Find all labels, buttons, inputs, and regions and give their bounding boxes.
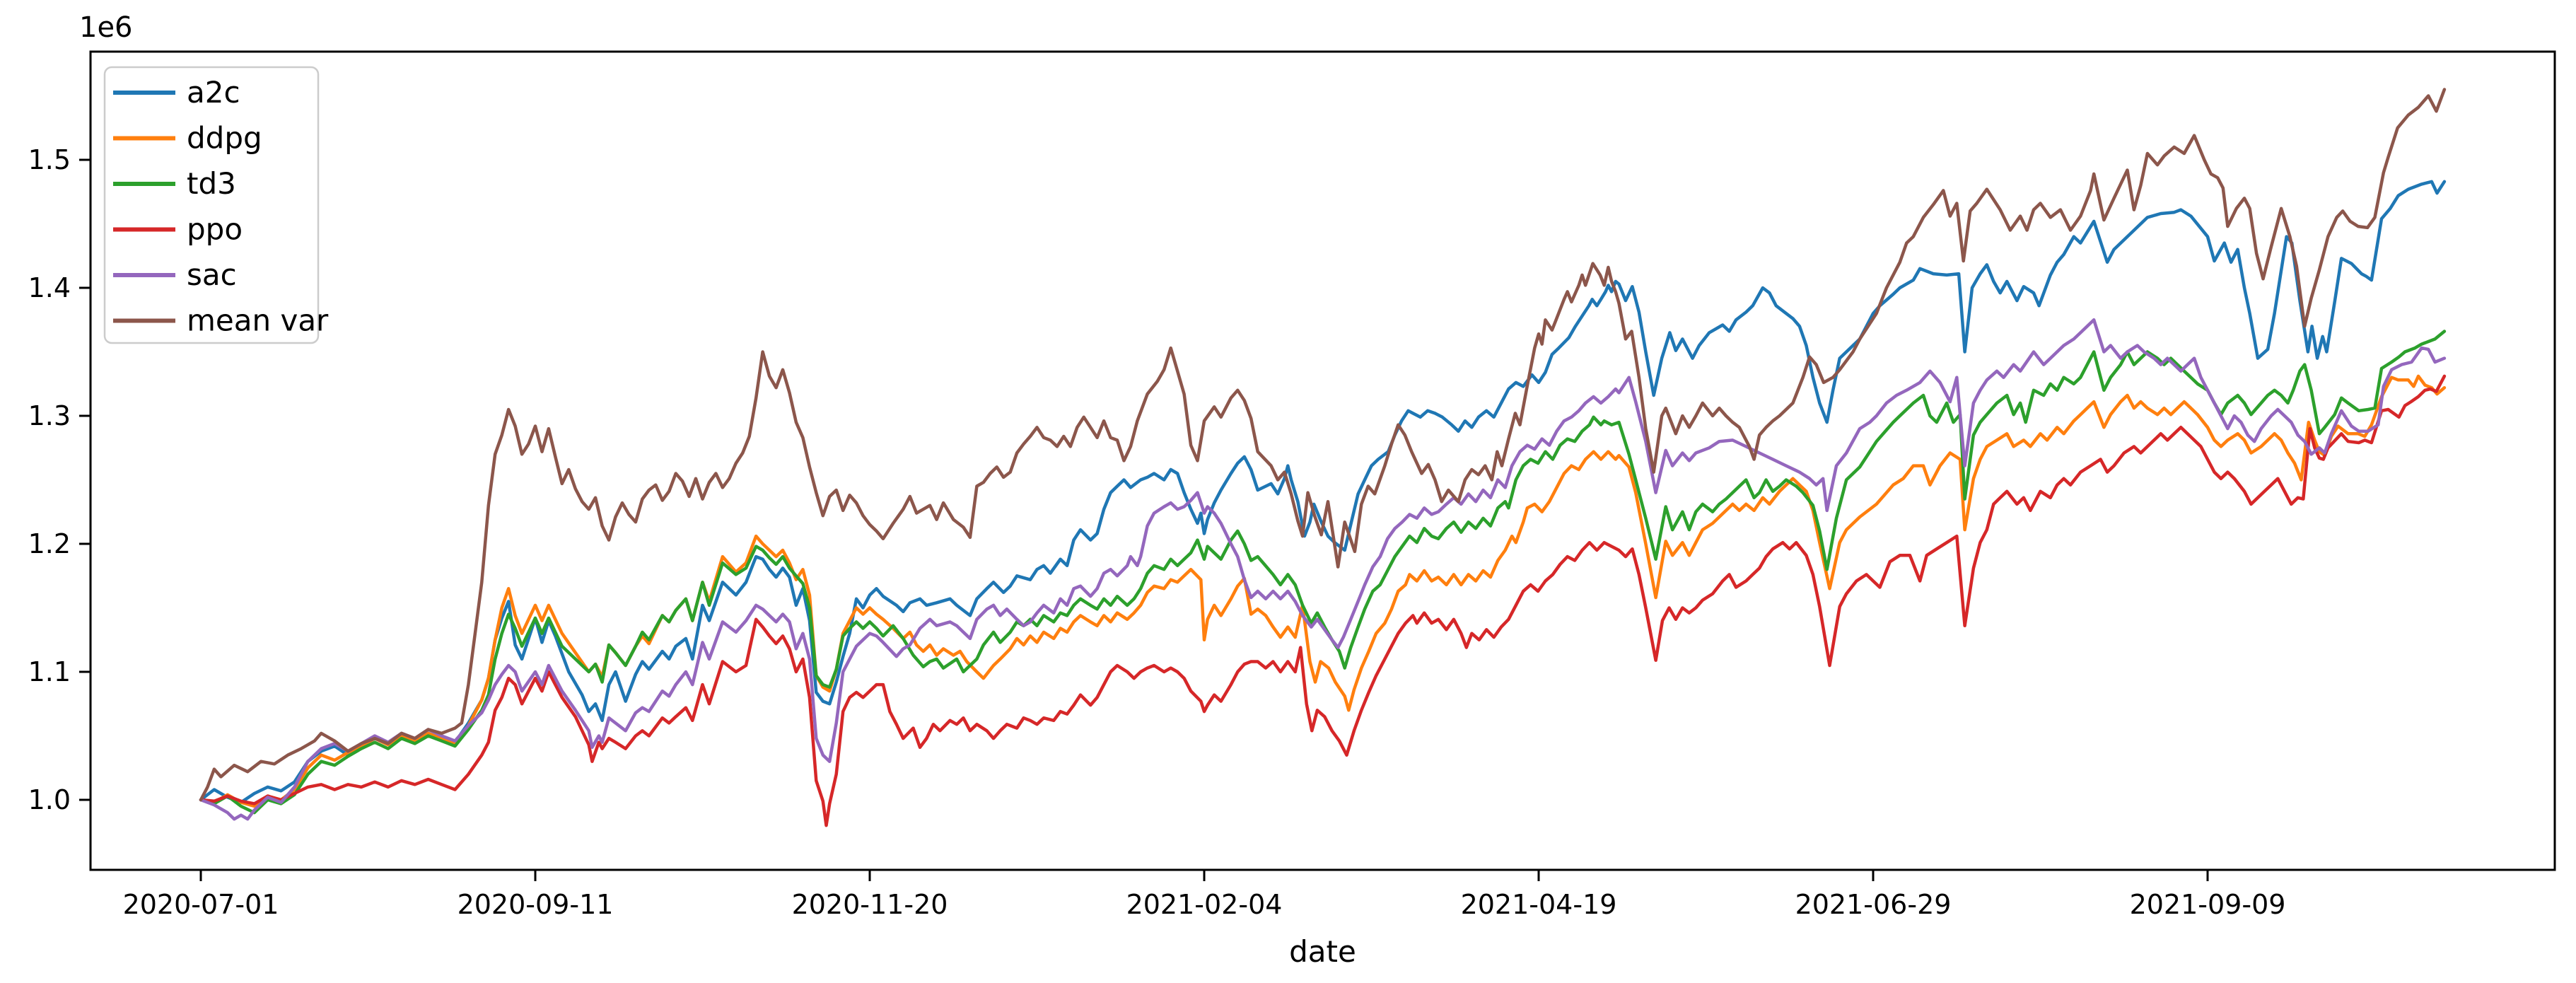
series-line-a2c [199, 180, 2447, 804]
y-tick-label: 1.4 [28, 272, 71, 303]
x-axis-label: date [1289, 934, 1356, 969]
legend-label-ddpg: ddpg [187, 121, 262, 156]
legend-label-mean-var: mean var [187, 303, 329, 338]
y-tick-label: 1.5 [28, 144, 71, 175]
x-tick-label: 2021-04-19 [1461, 889, 1617, 920]
y-tick-label: 1.3 [28, 400, 71, 431]
series-line-mean-var [199, 88, 2447, 802]
legend-label-td3: td3 [187, 166, 236, 201]
x-tick-label: 2020-07-01 [123, 889, 279, 920]
legend-label-sac: sac [187, 257, 237, 292]
y-tick-label: 1.1 [28, 656, 71, 687]
series-line-td3 [199, 330, 2447, 815]
x-tick-label: 2020-11-20 [792, 889, 948, 920]
legend-label-ppo: ppo [187, 212, 243, 247]
y-tick-label: 1.2 [28, 528, 71, 559]
x-tick-label: 2021-02-04 [1126, 889, 1283, 920]
x-tick-label: 2021-06-29 [1795, 889, 1952, 920]
series-line-sac [199, 318, 2447, 821]
series-line-ppo [199, 374, 2447, 827]
x-tick-label: 2021-09-09 [2130, 889, 2286, 920]
axes-spines [89, 50, 2556, 871]
x-tick-label: 2020-09-11 [457, 889, 614, 920]
y-tick-label: 1.0 [28, 784, 71, 815]
legend-label-a2c: a2c [187, 75, 240, 110]
y-axis-offset-label: 1e6 [79, 11, 133, 44]
